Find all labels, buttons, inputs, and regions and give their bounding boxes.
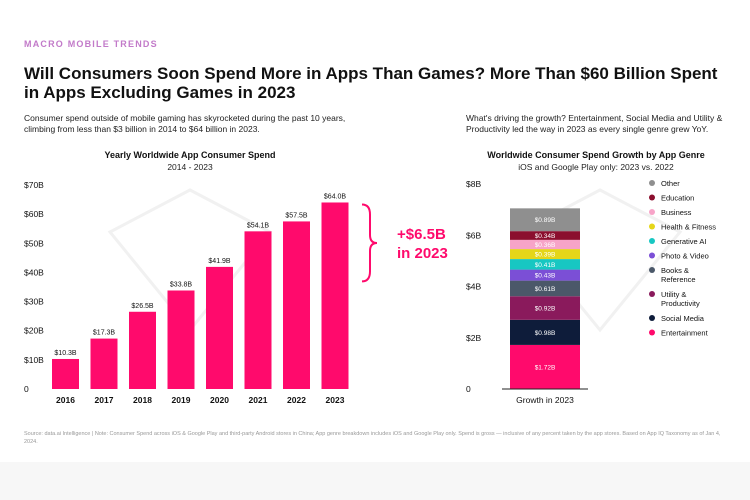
bar-chart-title: Yearly Worldwide App Consumer Spend: [104, 150, 276, 160]
legend-label: Education: [661, 194, 694, 203]
stack-segment: [510, 296, 580, 320]
stack-segment: [510, 344, 580, 389]
legend-label: Productivity: [661, 299, 700, 308]
segment-data-label: $0.89B: [535, 217, 556, 224]
x-tick-label: 2019: [172, 395, 191, 405]
x-tick-label: Growth in 2023: [516, 395, 574, 405]
legend-label: Reference: [661, 275, 696, 284]
x-tick-label: 2023: [326, 395, 345, 405]
legend-label: Health & Fitness: [661, 223, 716, 232]
annotation-line-1: +$6.5B: [397, 226, 446, 243]
legend-swatch: [649, 252, 655, 259]
bar: [129, 311, 156, 389]
legend-label: Business: [661, 208, 692, 217]
legend-swatch: [649, 267, 655, 273]
segment-data-label: $1.72B: [535, 364, 556, 371]
segment-data-label: $0.36B: [535, 242, 556, 249]
bar: [244, 231, 272, 389]
stack-segment: [510, 231, 580, 240]
stack-segment: [510, 280, 580, 297]
legend-swatch: [649, 238, 655, 244]
y-tick-label: 0: [24, 384, 29, 394]
y-tick-label: $6B: [466, 230, 481, 240]
legend-label: Other: [661, 179, 680, 188]
x-tick-label: 2020: [210, 395, 229, 405]
segment-data-label: $0.92B: [535, 306, 556, 313]
bar-data-label: $41.9B: [208, 258, 231, 265]
bar-data-label: $10.3B: [54, 350, 77, 357]
segment-data-label: $0.98B: [535, 330, 556, 337]
segment-data-label: $0.39B: [535, 252, 556, 259]
annotation-line-2: in 2023: [397, 245, 448, 262]
stack-segment: [510, 319, 580, 345]
bar: [167, 290, 195, 389]
legend-swatch: [649, 194, 655, 201]
y-tick-label: $20B: [24, 326, 44, 336]
legend-label: Social Media: [661, 314, 705, 323]
x-tick-label: 2022: [287, 395, 306, 405]
stack-chart-title: Worldwide Consumer Spend Growth by App G…: [487, 150, 705, 160]
legend-label: Utility &: [661, 290, 686, 299]
footer-band: [0, 462, 750, 500]
stack-segment: [510, 208, 580, 232]
bar-data-label: $33.8B: [170, 281, 193, 288]
legend-label: Books &: [661, 266, 689, 275]
y-tick-label: $70B: [24, 180, 44, 190]
bar-data-label: $54.1B: [247, 222, 270, 229]
stack-chart-subtitle: iOS and Google Play only: 2023 vs. 2022: [518, 162, 674, 172]
x-tick-label: 2017: [95, 395, 114, 405]
stack-segment: [510, 259, 580, 270]
bar-data-label: $17.3B: [93, 330, 116, 337]
y-tick-label: $10B: [24, 355, 44, 365]
legend-label: Generative AI: [661, 237, 706, 246]
left-description: Consumer spend outside of mobile gaming …: [24, 113, 346, 134]
legend-swatch: [649, 209, 655, 215]
bar-data-label: $26.5B: [131, 303, 154, 310]
x-tick-label: 2016: [56, 395, 75, 405]
segment-data-label: $0.34B: [535, 233, 556, 240]
x-tick-label: 2018: [133, 395, 152, 405]
segment-data-label: $0.43B: [535, 273, 556, 280]
bar-data-label: $57.5B: [285, 212, 308, 219]
y-tick-label: $40B: [24, 267, 44, 277]
y-tick-label: $2B: [466, 333, 481, 343]
legend-swatch: [649, 329, 655, 336]
segment-data-label: $0.41B: [535, 262, 556, 269]
stack-segment: [510, 239, 580, 250]
legend-swatch: [649, 315, 655, 321]
legend-label: Photo & Video: [661, 252, 709, 261]
bar: [90, 338, 118, 389]
y-tick-label: $60B: [24, 209, 44, 219]
bar: [52, 358, 79, 389]
brace-annotation: [361, 203, 378, 283]
legend-label: Entertainment: [661, 329, 709, 338]
y-tick-label: $4B: [466, 282, 481, 292]
x-tick-label: 2021: [249, 395, 268, 405]
source-note: Source: data.ai Intelligence | Note: Con…: [24, 431, 721, 445]
legend-swatch: [649, 180, 655, 186]
legend-swatch: [649, 291, 655, 297]
bar: [321, 202, 349, 389]
bar-chart-subtitle: 2014 - 2023: [167, 162, 213, 172]
y-tick-label: 0: [466, 384, 471, 394]
y-tick-label: $30B: [24, 297, 44, 307]
eyebrow-label: MACRO MOBILE TRENDS: [24, 39, 158, 49]
y-tick-label: $50B: [24, 238, 44, 248]
page-title: Will Consumers Soon Spend More in Apps T…: [24, 64, 718, 102]
stack-segment: [510, 249, 580, 260]
bar-data-label: $64.0B: [324, 193, 347, 200]
legend-swatch: [649, 223, 655, 230]
segment-data-label: $0.61B: [535, 286, 556, 293]
bar: [206, 266, 233, 389]
y-tick-label: $8B: [466, 179, 481, 189]
bar: [283, 221, 310, 389]
stack-segment: [510, 269, 580, 281]
right-description: What's driving the growth? Entertainment…: [466, 113, 723, 134]
